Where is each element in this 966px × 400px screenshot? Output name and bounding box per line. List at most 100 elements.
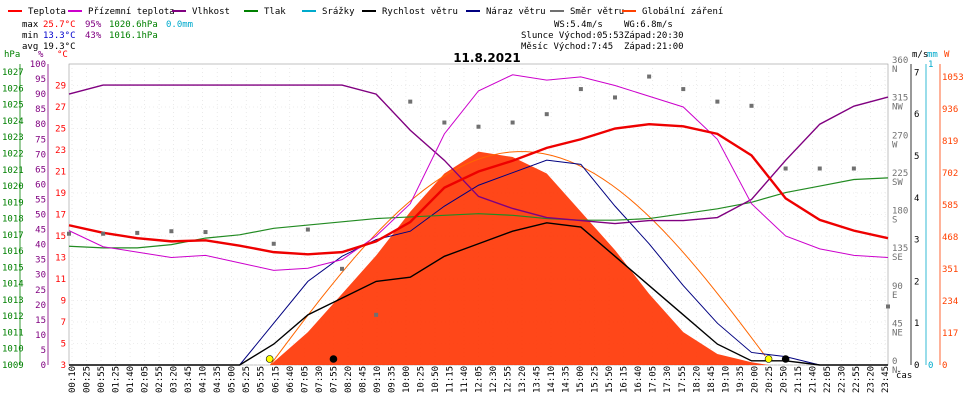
y-tick-wind: 2 [914, 277, 919, 287]
y-tick-dir: 90 [892, 282, 903, 292]
y-tick-hum: 65 [35, 165, 46, 175]
x-tick-label: 21:15 [794, 366, 804, 393]
wind-direction-point [544, 112, 549, 117]
x-tick-label: 22:30 [837, 366, 847, 393]
series-pressure [68, 177, 889, 249]
y-tick-press: 1027 [2, 68, 24, 78]
y-tick-wind: 5 [914, 152, 919, 162]
y-tick-hum: 95 [35, 75, 46, 85]
x-tick-label: 21:40 [808, 366, 818, 393]
y-tick-temp: 13 [55, 254, 66, 264]
x-tick-label: 09:10 [373, 366, 383, 393]
x-tick-label: 12:30 [489, 366, 499, 393]
wind-direction-point [851, 166, 856, 171]
y-tick-wind: 7 [914, 68, 919, 78]
y-tick-press: 1025 [2, 101, 24, 111]
y-tick-press: 1019 [2, 198, 24, 208]
y-tick-hum: 100 [30, 60, 46, 70]
y-tick-wind: 0 [914, 361, 919, 371]
y-tick-press: 1012 [2, 312, 24, 322]
x-tick-label: 12:55 [504, 366, 514, 393]
y-tick-dir-name: N [892, 65, 897, 75]
y-tick-hum: 90 [35, 90, 46, 100]
y-tick-temp: 27 [55, 103, 66, 113]
y-tick-wind: 4 [914, 194, 919, 204]
x-tick-label: 22:05 [823, 366, 833, 393]
y-tick-dir-name: S [892, 216, 897, 226]
x-tick-label: 08:45 [358, 366, 368, 393]
legend-label: Teplota [28, 7, 66, 17]
wind-direction-point [135, 230, 140, 235]
x-tick-label: 03:20 [170, 366, 180, 393]
y-tick-dir-name: SE [892, 253, 903, 263]
axis-unit-c: °C [57, 50, 68, 60]
x-tick-label: 06:15 [271, 366, 281, 393]
x-tick-label: 13:45 [533, 366, 543, 393]
y-tick-press: 1009 [2, 361, 24, 371]
y-tick-press: 1011 [2, 328, 24, 338]
y-tick-temp: 3 [61, 361, 66, 371]
x-tick-label: 00:10 [68, 366, 78, 393]
x-tick-label: 05:55 [257, 366, 267, 393]
sunset-marker [764, 355, 773, 363]
series-temperature [68, 122, 889, 256]
legend-label: Směr větru [570, 7, 624, 17]
x-tick-label: 14:10 [547, 366, 557, 393]
plot-area [19, 63, 941, 366]
y-axis-ticks: 2927252321191715131197531009590858075706… [2, 56, 964, 376]
series-ground-temp [68, 74, 889, 271]
stats-min-hum: 43% [85, 31, 102, 41]
stats-min-temp: 13.3°C [43, 31, 76, 41]
y-tick-temp: 17 [55, 211, 66, 221]
x-tick-label: 01:25 [112, 366, 122, 393]
axis-unit-mm: mm [927, 50, 938, 60]
y-tick-hum: 25 [35, 286, 46, 296]
wind-direction-point [476, 124, 481, 129]
y-tick-dir: 225 [892, 169, 908, 179]
wind-direction-point [169, 229, 174, 234]
y-tick-press: 1016 [2, 247, 24, 257]
stats-max-label: max [22, 20, 39, 30]
wind-direction-point [613, 95, 617, 100]
x-tick-label: 11:15 [445, 366, 455, 393]
y-tick-hum: 45 [35, 226, 46, 236]
wind-direction-point [340, 266, 344, 271]
wind-direction-point [374, 312, 379, 317]
y-tick-press: 1020 [2, 182, 24, 192]
stats-min-press: 1016.1hPa [109, 31, 158, 41]
x-tick-label: 04:10 [199, 366, 209, 393]
y-tick-rad: 936 [942, 105, 958, 115]
axis-unit-hpa: hPa [4, 50, 20, 60]
wind-direction-point [783, 166, 788, 171]
y-tick-dir-name: N [892, 366, 897, 376]
x-tick-label: 17:30 [663, 366, 673, 393]
y-tick-wind: 3 [914, 236, 919, 246]
y-tick-dir: 135 [892, 244, 908, 254]
wind-direction-point [749, 103, 754, 108]
y-tick-rad: 117 [942, 329, 958, 339]
wind-direction-point [681, 87, 686, 92]
x-tick-label: 02:55 [155, 366, 165, 393]
y-tick-rad: 234 [942, 297, 958, 307]
x-tick-label: 07:55 [329, 366, 339, 393]
y-tick-dir-name: W [892, 140, 898, 150]
y-tick-hum: 40 [35, 241, 46, 251]
wind-direction-point [305, 227, 310, 232]
wind-direction-point [715, 99, 720, 104]
wind-direction-point [101, 231, 106, 236]
legend-label: Rychlost větru [382, 7, 458, 17]
x-tick-label: 18:45 [707, 366, 717, 393]
y-tick-wind: 1 [914, 319, 919, 329]
y-tick-temp: 25 [55, 125, 66, 135]
axis-unit-w: W [944, 50, 950, 60]
info-ws: WS:5.4m/s [554, 20, 603, 30]
x-tick-label: 00:25 [83, 366, 93, 393]
y-tick-dir: 270 [892, 131, 908, 141]
x-tick-label: 03:45 [184, 366, 194, 393]
y-tick-rad: 0 [942, 361, 947, 371]
x-tick-label: 19:35 [736, 366, 746, 393]
x-tick-label: 04:35 [213, 366, 223, 393]
x-tick-label: 07:05 [300, 366, 310, 393]
x-axis-ticks: 00:10 00:25 00:55 01:25 01:40 02:05 02:55 03:20… [68, 366, 891, 393]
x-tick-label: 05:00 [228, 366, 238, 393]
